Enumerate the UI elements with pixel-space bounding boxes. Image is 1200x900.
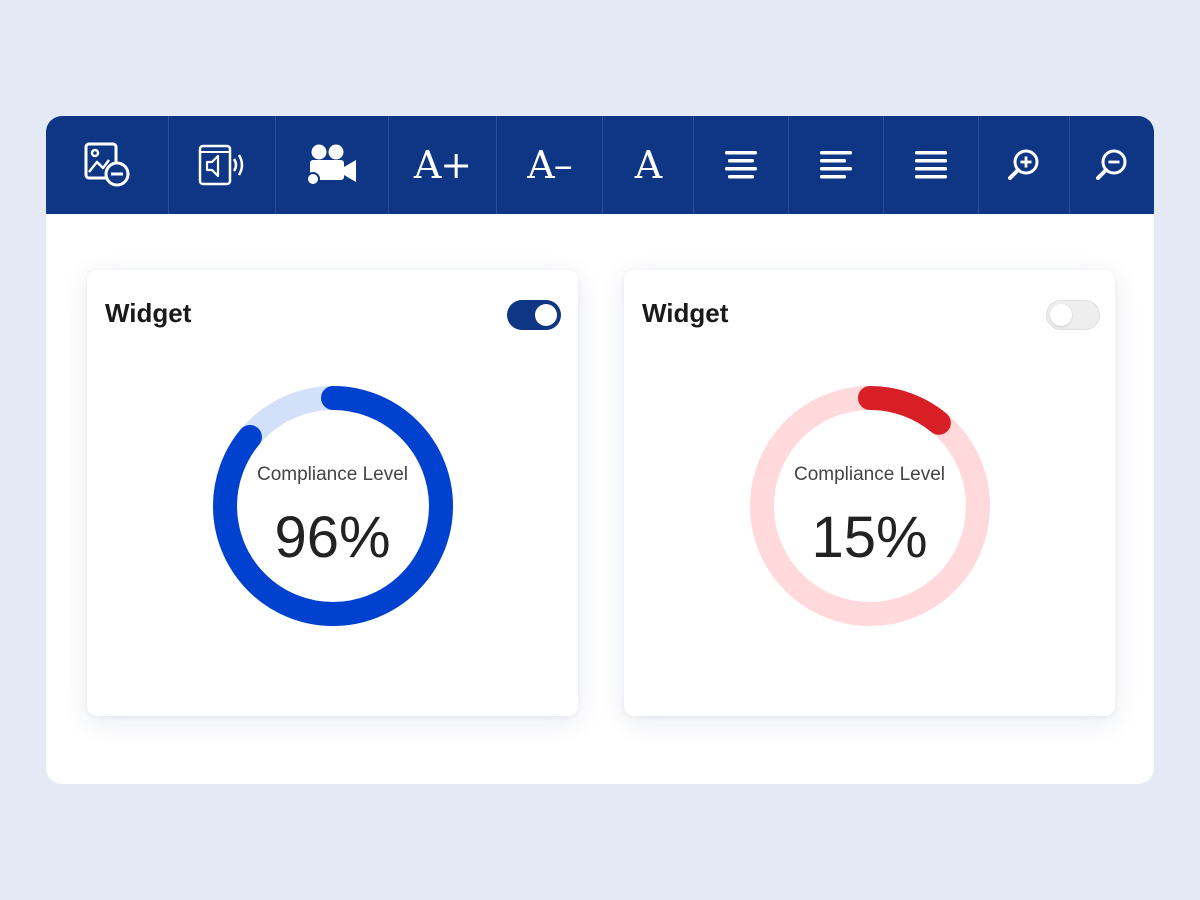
align-justify-button[interactable]	[884, 116, 979, 214]
toggle-knob	[535, 304, 557, 326]
hide-images-icon	[84, 142, 130, 187]
gauge-value: 96%	[274, 505, 391, 570]
accessibility-toolbar: A+ A– A	[46, 116, 1154, 214]
increase-font-button[interactable]: A+	[389, 116, 497, 214]
widget-title: Widget	[105, 298, 192, 328]
video-camera-icon	[306, 144, 356, 186]
zoom-in-button[interactable]	[979, 116, 1070, 214]
text-to-speech-button[interactable]	[169, 116, 276, 214]
decrease-font-icon: A–	[527, 143, 572, 187]
compliance-gauge	[213, 386, 453, 626]
hide-images-button[interactable]	[46, 116, 169, 214]
align-justify-icon	[915, 151, 947, 179]
widget-card-1: Widget Compliance Level 96%	[87, 270, 578, 716]
gauge-value: 15%	[811, 505, 928, 570]
default-font-icon: A	[634, 143, 662, 187]
widget-title: Widget	[642, 298, 729, 328]
increase-font-icon: A+	[413, 143, 472, 187]
widget-toggle[interactable]	[1046, 300, 1100, 330]
widget-card-2: Widget Compliance Level 15%	[624, 270, 1115, 716]
accessibility-panel: A+ A– A	[46, 116, 1154, 784]
zoom-out-icon	[1096, 149, 1127, 180]
gauge-label: Compliance Level	[793, 464, 946, 485]
align-center-button[interactable]	[694, 116, 789, 214]
align-center-icon	[725, 151, 757, 179]
gauge-fill	[213, 386, 453, 626]
toggle-knob	[1050, 304, 1072, 326]
text-to-speech-icon	[198, 144, 244, 186]
default-font-button[interactable]: A	[603, 116, 694, 214]
zoom-out-button[interactable]	[1070, 116, 1154, 214]
compliance-gauge	[750, 386, 990, 626]
align-left-button[interactable]	[789, 116, 884, 214]
gauge-fill	[750, 386, 990, 626]
decrease-font-button[interactable]: A–	[497, 116, 603, 214]
align-left-icon	[820, 151, 852, 179]
zoom-in-icon	[1008, 149, 1039, 180]
video-button[interactable]	[276, 116, 389, 214]
widget-toggle[interactable]	[507, 300, 561, 330]
gauge-label: Compliance Level	[256, 464, 409, 485]
